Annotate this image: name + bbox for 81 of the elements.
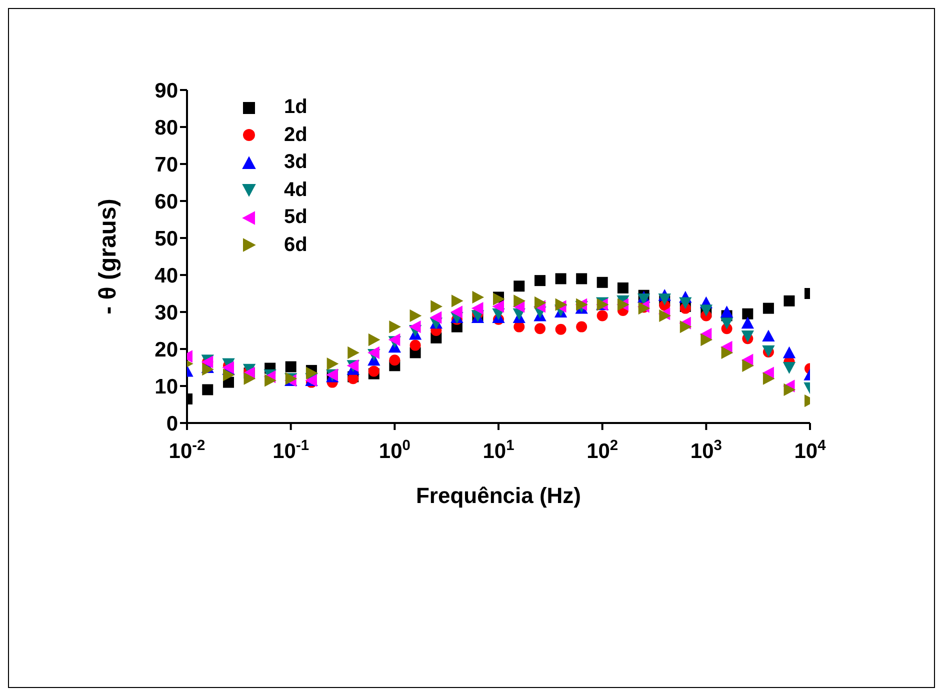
- point: [638, 294, 650, 306]
- point: [742, 359, 754, 372]
- x-tick-label: 10$^{3}$: [690, 438, 722, 463]
- point: [762, 302, 774, 314]
- x-axis-title: Frequência (Hz): [416, 483, 582, 508]
- point: [534, 323, 546, 334]
- point: [408, 320, 421, 334]
- y-tick-label: 40: [154, 264, 178, 288]
- point: [534, 275, 546, 286]
- point: [368, 333, 380, 346]
- y-tick-label: 60: [154, 190, 178, 214]
- point: [514, 294, 526, 308]
- point: [492, 300, 504, 313]
- point: [596, 276, 608, 288]
- y-tick-label: 30: [154, 301, 178, 324]
- x-tick-label: 10$^{-2}$: [168, 438, 206, 463]
- point: [389, 354, 400, 366]
- point: [223, 368, 235, 382]
- y-tick-label: 10: [154, 375, 178, 398]
- point: [389, 320, 401, 334]
- legend-label: 5d: [284, 206, 308, 230]
- x-tick-label: 10$^{-1}$: [272, 438, 310, 463]
- point: [493, 292, 505, 306]
- legend-label: 6d: [284, 234, 308, 257]
- point: [368, 366, 380, 377]
- point: [782, 362, 796, 374]
- point: [410, 309, 422, 322]
- point: [721, 346, 734, 360]
- x-tick-label: 10$^{1}$: [482, 438, 514, 463]
- point: [514, 280, 525, 292]
- point: [742, 308, 754, 320]
- legend-label: 1d: [284, 96, 308, 120]
- x-tick-label: 10$^{4}$: [794, 438, 827, 463]
- y-tick-label: 50: [154, 227, 178, 250]
- point: [596, 310, 608, 322]
- point: [430, 311, 442, 324]
- y-tick-label: 90: [154, 79, 178, 102]
- x-tick-label: 10$^{2}$: [586, 438, 618, 463]
- point: [326, 357, 339, 370]
- point: [285, 361, 296, 372]
- point: [784, 383, 796, 396]
- point: [720, 318, 734, 330]
- y-tick-label: 20: [154, 338, 178, 362]
- y-axis-title: - θ (graus): [94, 198, 122, 314]
- point: [741, 316, 754, 329]
- point: [555, 273, 566, 284]
- point: [368, 346, 380, 360]
- point: [784, 295, 795, 306]
- legend-label: 2d: [284, 124, 308, 147]
- point: [306, 366, 318, 380]
- point: [576, 273, 588, 284]
- point: [534, 296, 546, 310]
- point: [762, 330, 775, 342]
- x-tick-label: 10$^{0}$: [378, 438, 410, 463]
- point: [202, 384, 214, 396]
- point: [202, 363, 214, 376]
- legend-label: 3d: [284, 151, 308, 174]
- point: [762, 372, 775, 385]
- point: [430, 300, 442, 313]
- y-tick-label: 80: [154, 116, 178, 140]
- y-tick-label: 0: [166, 412, 178, 436]
- point: [680, 320, 692, 334]
- point: [617, 282, 628, 294]
- point: [576, 321, 588, 332]
- point: [679, 297, 692, 310]
- point: [720, 306, 734, 318]
- point: [388, 333, 400, 346]
- point: [450, 306, 462, 318]
- point: [782, 346, 796, 358]
- point: [244, 372, 256, 385]
- point: [264, 374, 276, 387]
- point: [410, 340, 421, 351]
- legend-label: 4d: [284, 178, 308, 202]
- point: [451, 294, 464, 308]
- point: [348, 346, 360, 360]
- point: [700, 333, 712, 346]
- point: [555, 324, 566, 335]
- point: [741, 330, 754, 342]
- point: [471, 302, 484, 315]
- y-tick-label: 70: [154, 153, 178, 176]
- point: [472, 290, 484, 304]
